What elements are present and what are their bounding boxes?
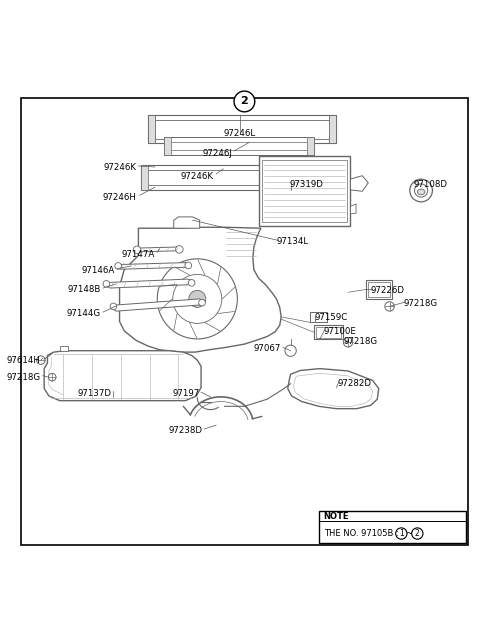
Polygon shape bbox=[60, 346, 68, 350]
Text: 97100E: 97100E bbox=[324, 327, 357, 336]
Text: 97147A: 97147A bbox=[121, 249, 155, 258]
Bar bbox=[164, 137, 314, 155]
Polygon shape bbox=[134, 247, 182, 252]
Circle shape bbox=[410, 179, 432, 202]
Text: 97282D: 97282D bbox=[338, 379, 372, 388]
Circle shape bbox=[415, 184, 428, 197]
Bar bbox=[141, 165, 148, 190]
Polygon shape bbox=[216, 165, 235, 176]
Circle shape bbox=[115, 262, 121, 269]
Polygon shape bbox=[288, 368, 379, 409]
Text: 97108D: 97108D bbox=[413, 180, 447, 189]
Bar bbox=[148, 115, 336, 143]
Ellipse shape bbox=[417, 189, 425, 195]
Circle shape bbox=[157, 259, 237, 339]
Text: 97246H: 97246H bbox=[102, 193, 136, 202]
Text: 97238D: 97238D bbox=[168, 426, 202, 435]
Text: 97246K: 97246K bbox=[181, 172, 214, 181]
Circle shape bbox=[285, 345, 296, 356]
Text: 97218G: 97218G bbox=[7, 372, 41, 381]
Circle shape bbox=[173, 275, 222, 323]
Text: 97144G: 97144G bbox=[67, 309, 101, 318]
Bar bbox=[366, 280, 392, 299]
Circle shape bbox=[48, 374, 56, 381]
Text: 97146A: 97146A bbox=[82, 266, 115, 275]
Circle shape bbox=[36, 356, 45, 365]
Text: 97218G: 97218G bbox=[404, 299, 438, 308]
Polygon shape bbox=[174, 217, 200, 228]
Circle shape bbox=[199, 300, 205, 306]
Bar bbox=[164, 137, 171, 155]
Polygon shape bbox=[44, 350, 201, 401]
Bar bbox=[145, 170, 334, 185]
Bar bbox=[262, 160, 347, 222]
Bar bbox=[141, 165, 339, 190]
Circle shape bbox=[234, 91, 255, 112]
Text: 97148B: 97148B bbox=[67, 285, 101, 294]
Bar bbox=[311, 312, 327, 322]
Text: 2: 2 bbox=[240, 96, 248, 107]
Bar bbox=[332, 165, 339, 190]
Bar bbox=[368, 282, 390, 297]
Text: 97614H: 97614H bbox=[7, 356, 41, 365]
Circle shape bbox=[412, 528, 423, 539]
Circle shape bbox=[188, 280, 195, 286]
Polygon shape bbox=[120, 227, 281, 352]
Bar bbox=[259, 156, 350, 226]
Text: 97067: 97067 bbox=[254, 345, 281, 353]
Text: 97137D: 97137D bbox=[78, 388, 111, 397]
Text: 97218G: 97218G bbox=[343, 338, 377, 347]
Circle shape bbox=[110, 303, 117, 310]
Text: THE NO. 97105B :: THE NO. 97105B : bbox=[324, 529, 401, 538]
Text: 2: 2 bbox=[415, 529, 420, 538]
Circle shape bbox=[385, 302, 394, 311]
Polygon shape bbox=[103, 279, 195, 288]
Text: 97319D: 97319D bbox=[289, 180, 323, 189]
Polygon shape bbox=[350, 176, 368, 191]
Text: 97159C: 97159C bbox=[314, 313, 348, 322]
Polygon shape bbox=[110, 299, 204, 311]
Bar bbox=[153, 120, 332, 139]
Circle shape bbox=[396, 528, 407, 539]
Text: 97197: 97197 bbox=[172, 388, 200, 397]
Polygon shape bbox=[150, 165, 165, 176]
Bar bbox=[148, 115, 155, 143]
Circle shape bbox=[189, 291, 206, 307]
Text: NOTE: NOTE bbox=[324, 512, 349, 521]
Circle shape bbox=[103, 280, 109, 287]
Text: 97246L: 97246L bbox=[224, 129, 256, 138]
Bar bbox=[307, 137, 314, 155]
Bar bbox=[169, 142, 310, 150]
Text: 97134L: 97134L bbox=[276, 237, 309, 246]
Text: 97226D: 97226D bbox=[371, 286, 405, 295]
Text: 97246K: 97246K bbox=[103, 163, 136, 172]
Bar bbox=[314, 325, 343, 340]
Text: ~: ~ bbox=[405, 529, 412, 538]
Circle shape bbox=[343, 338, 353, 347]
Bar bbox=[319, 511, 466, 543]
Text: 97246J: 97246J bbox=[203, 149, 233, 158]
Polygon shape bbox=[115, 262, 192, 269]
Polygon shape bbox=[350, 204, 356, 213]
Bar bbox=[329, 115, 336, 143]
Text: 1: 1 bbox=[399, 529, 404, 538]
Circle shape bbox=[176, 246, 183, 253]
Bar bbox=[316, 327, 341, 338]
Circle shape bbox=[133, 246, 141, 253]
Circle shape bbox=[185, 262, 192, 269]
